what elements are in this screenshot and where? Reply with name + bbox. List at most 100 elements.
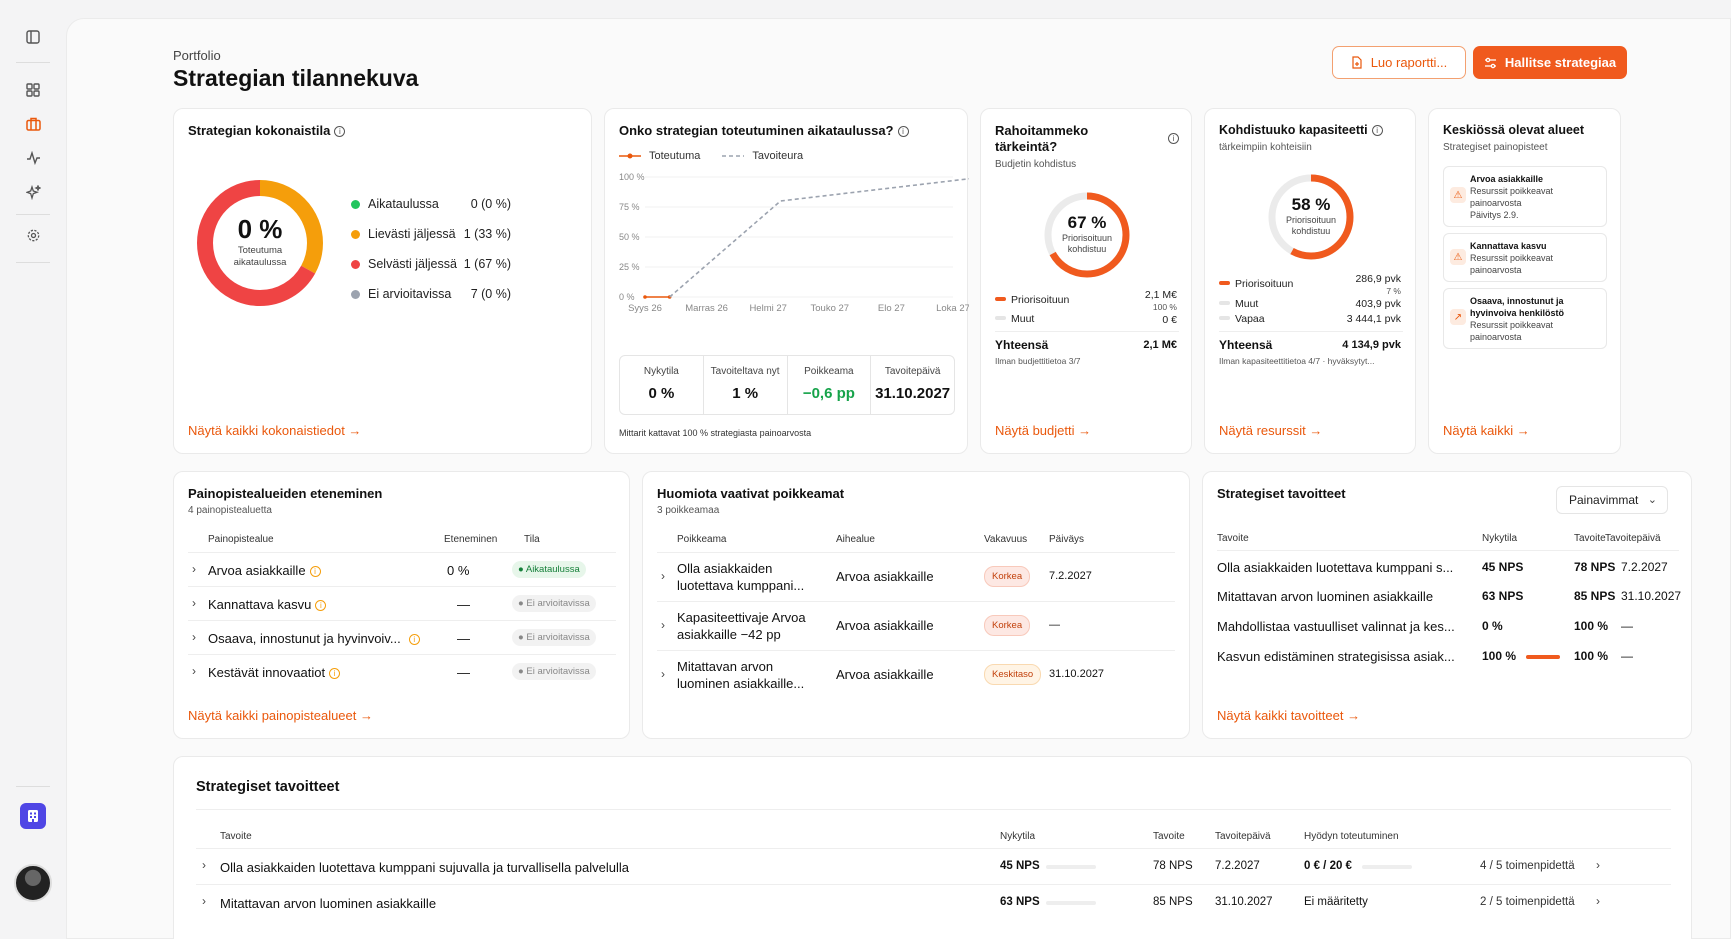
table-row[interactable]: › Kestävät innovaatiot i — ● Ei arvioitav… xyxy=(188,654,616,688)
chevron-down-icon: ⌄ xyxy=(1647,494,1657,506)
sparkles-icon[interactable] xyxy=(22,181,44,203)
chevron-right-icon[interactable]: › xyxy=(661,569,665,583)
manage-strategy-label: Hallitse strategiaa xyxy=(1504,55,1617,70)
goal-target: 100 % xyxy=(1574,649,1609,663)
activity-icon[interactable] xyxy=(22,147,44,169)
chevron-right-icon[interactable]: › xyxy=(192,664,196,678)
x-tick-label: Loka 27 xyxy=(936,303,969,314)
chevron-right-icon[interactable]: › xyxy=(192,596,196,610)
chevron-right-icon[interactable]: › xyxy=(202,894,206,908)
focus-area-name: Kannattava kasvu i xyxy=(208,597,327,612)
manage-strategy-button[interactable]: Hallitse strategiaa xyxy=(1473,46,1627,79)
chevron-right-icon[interactable]: › xyxy=(192,630,196,644)
budget-donut-caption-1: Priorisoituun xyxy=(1061,233,1113,243)
legend-dot xyxy=(351,259,360,269)
show-all-goals-link[interactable]: Näytä kaikki tavoitteet xyxy=(1217,708,1360,723)
schedule-card: Onko strategian toteutuminen aikatauluss… xyxy=(604,108,969,454)
focus-item-personnel[interactable]: ↗ Osaava, innostunut ja hyvinvoiva henki… xyxy=(1443,288,1607,349)
dashboard-icon[interactable] xyxy=(22,79,44,101)
focus-area-progress: — xyxy=(457,665,470,680)
chevron-right-icon[interactable]: › xyxy=(1596,894,1600,908)
legend-label: Aikataulussa xyxy=(368,197,439,211)
chevron-right-icon[interactable]: › xyxy=(661,667,665,681)
table-row[interactable]: Mitattavan arvon luominen asiakkaille 63… xyxy=(1217,580,1682,610)
table-row[interactable]: › Mitattavan arvon luominen asiakkaille..… xyxy=(657,650,1175,699)
chevron-right-icon[interactable]: › xyxy=(661,618,665,632)
column-header: Poikkeama xyxy=(677,534,727,545)
warning-info-icon[interactable]: i xyxy=(329,668,341,679)
sidebar-toggle-icon[interactable] xyxy=(22,26,44,48)
table-row[interactable]: › Arvoa asiakkaille i 0 % ● Aikataulussa xyxy=(188,552,616,586)
metric-target-now: Tavoiteltava nyt 1 % xyxy=(704,356,788,414)
goals-sort-select[interactable]: Painavimmat ⌄ xyxy=(1556,486,1668,514)
table-row[interactable]: Olla asiakkaiden luotettava kumppani s..… xyxy=(1217,550,1679,580)
show-all-focus-link[interactable]: Näytä kaikki xyxy=(1443,423,1530,438)
focus-areas-title: Keskiössä olevat alueet xyxy=(1443,123,1585,137)
capacity-donut-wrap xyxy=(1265,171,1357,268)
goal-progress-bar xyxy=(1046,901,1096,905)
create-report-button[interactable]: Luo raportti... xyxy=(1332,46,1466,79)
goal-date: 31.10.2027 xyxy=(1621,589,1682,603)
column-header: Tavoite xyxy=(220,831,252,842)
goal-current: 0 % xyxy=(1482,619,1503,633)
warning-info-icon[interactable]: i xyxy=(315,600,327,611)
chevron-right-icon[interactable]: › xyxy=(202,858,206,872)
show-all-focus-areas-link[interactable]: Näytä kaikki painopistealueet xyxy=(188,708,373,723)
capacity-donut-center: 58 % Priorisoituun kohdistuu xyxy=(1265,195,1357,237)
info-icon[interactable]: i xyxy=(897,126,909,137)
metric-label: Poikkeama xyxy=(804,366,854,377)
breadcrumb[interactable]: Portfolio xyxy=(173,48,221,63)
info-icon[interactable]: i xyxy=(1371,125,1383,136)
budget-donut xyxy=(1044,192,1130,278)
donut-segment-prioritized xyxy=(1268,174,1354,260)
chevron-right-icon[interactable]: › xyxy=(192,562,196,576)
legend-dot xyxy=(351,199,360,209)
show-resources-link[interactable]: Näytä resurssit xyxy=(1219,423,1322,438)
focus-item-growth[interactable]: ⚠ Kannattava kasvu Resurssit poikkeavat pa… xyxy=(1443,233,1607,282)
goal-name: Kasvun edistäminen strategisissa asiak..… xyxy=(1217,649,1455,664)
x-tick-label: Helmi 27 xyxy=(749,303,787,314)
budget-total-value: 2,1 M€ xyxy=(1143,339,1177,351)
legend-label: Ei arvioitavissa xyxy=(368,287,452,301)
deviation-date: 31.10.2027 xyxy=(1049,668,1105,680)
capacity-donut xyxy=(1268,174,1354,260)
table-row[interactable]: Mahdollistaa vastuulliset valinnat ja ke… xyxy=(1217,610,1679,640)
table-row[interactable]: › Kannattava kasvu i — ● Ei arvioitavissa xyxy=(188,586,616,620)
portfolio-icon[interactable] xyxy=(22,113,44,135)
show-all-overall-link[interactable]: Näytä kaikki kokonaistiedot xyxy=(188,423,361,438)
actual-legend-label: Toteutuma xyxy=(649,150,701,162)
goal-target: 78 NPS xyxy=(1574,560,1616,574)
goal-benefit: 0 € / 20 € xyxy=(1304,860,1352,872)
info-icon[interactable]: i xyxy=(334,126,346,137)
goal-current: 100 % xyxy=(1482,649,1517,663)
capacity-donut-caption-1: Priorisoituun xyxy=(1285,215,1337,225)
warning-info-icon[interactable]: i xyxy=(408,634,420,645)
user-avatar[interactable] xyxy=(14,864,52,902)
legend-item-not-assessable: Ei arvioitavissa 7 (0 %) xyxy=(351,279,511,309)
column-header: Tavoite xyxy=(1217,533,1249,544)
focus-item-customers[interactable]: ⚠ Arvoa asiakkaille Resurssit poikkeavat p… xyxy=(1443,166,1607,227)
goal-date: — xyxy=(1621,649,1633,663)
settings-gear-icon[interactable] xyxy=(22,224,44,246)
legend-bar xyxy=(1219,301,1230,305)
deviation-date: — xyxy=(1049,619,1060,631)
capacity-divider xyxy=(1219,331,1403,332)
workspace-logo-icon[interactable] xyxy=(20,803,46,829)
table-row[interactable]: › Osaava, innostunut ja hyvinvoiv... i — … xyxy=(188,620,616,654)
chevron-right-icon[interactable]: › xyxy=(1596,858,1600,872)
metric-current: Nykytila 0 % xyxy=(620,356,704,414)
capacity-row-other-value: 403,9 pvk xyxy=(1355,298,1401,310)
deviation-name: Mitattavan arvon luominen asiakkaille... xyxy=(677,659,805,691)
warning-info-icon[interactable]: i xyxy=(309,566,321,577)
legend-bar xyxy=(995,297,1006,301)
table-row[interactable]: Kasvun edistäminen strategisissa asiak..… xyxy=(1217,640,1679,670)
table-row[interactable]: › Olla asiakkaiden luotettava kumppani...… xyxy=(657,552,1175,601)
page-title: Strategian tilannekuva xyxy=(173,65,419,91)
table-row[interactable]: › Olla asiakkaiden luotettava kumppani s… xyxy=(196,848,1671,884)
info-icon[interactable]: i xyxy=(1168,133,1179,144)
capacity-donut-caption-2: kohdistuu xyxy=(1291,226,1331,236)
show-budget-link[interactable]: Näytä budjetti xyxy=(995,423,1091,438)
table-row[interactable]: › Mitattavan arvon luominen asiakkaille … xyxy=(196,884,1671,920)
schedule-legend: Toteutuma Tavoiteura xyxy=(619,150,803,162)
table-row[interactable]: › Kapasiteettivaje Arvoa asiakkaille −42 … xyxy=(657,601,1175,650)
